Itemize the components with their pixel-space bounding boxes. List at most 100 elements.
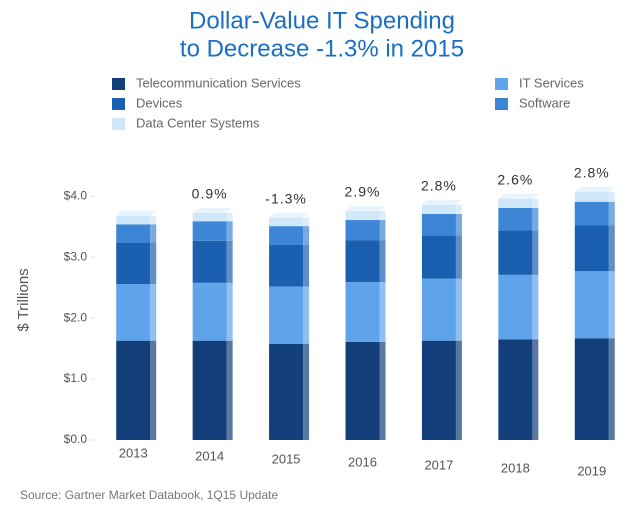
bar-side — [455, 204, 462, 214]
bar-side — [150, 242, 157, 285]
legend-label: Devices — [136, 95, 183, 110]
bar-top — [421, 199, 462, 205]
bar-side — [379, 220, 386, 241]
bar-side — [226, 240, 233, 283]
bar-side — [532, 230, 539, 275]
bar-top — [116, 210, 157, 216]
bar-segment — [116, 224, 151, 243]
bar-side — [303, 217, 310, 227]
legend-label: IT Services — [519, 75, 584, 90]
bar-segment — [269, 343, 304, 440]
bar-segment — [421, 278, 456, 341]
bar-segment — [269, 286, 304, 344]
bar-side — [303, 343, 310, 440]
x-tick-label: 2016 — [348, 454, 377, 469]
bar-side — [150, 284, 157, 341]
bar-segment — [192, 221, 227, 241]
growth-label: -1.3% — [265, 190, 307, 206]
bar-side — [455, 235, 462, 279]
bar-side — [532, 207, 539, 231]
bar-segment — [116, 242, 151, 285]
bar-side — [532, 339, 539, 440]
chart-title: Dollar-Value IT Spending — [189, 7, 455, 34]
bar-side — [532, 198, 539, 208]
bar-side — [150, 215, 157, 225]
y-tick-label: $3.0 — [64, 249, 88, 263]
bar-segment — [192, 240, 227, 283]
bar-segment — [574, 225, 609, 272]
bar-segment — [192, 340, 227, 440]
bar-segment — [498, 198, 533, 208]
x-tick-label: 2018 — [501, 460, 530, 475]
bar-side — [303, 286, 310, 344]
bar-side — [226, 212, 233, 222]
bar-segment — [421, 204, 456, 214]
x-tick-label: 2017 — [424, 457, 453, 472]
bar-top — [498, 193, 539, 199]
bar-top — [192, 207, 233, 213]
bar-segment — [269, 245, 304, 287]
bar-segment — [269, 217, 304, 227]
growth-label: 2.8% — [421, 178, 457, 194]
bar-segment — [192, 282, 227, 341]
x-tick-label: 2019 — [577, 463, 606, 478]
bar-side — [226, 340, 233, 440]
bar-side — [379, 282, 386, 342]
bar-segment — [345, 240, 380, 283]
bar-segment — [345, 282, 380, 342]
bar-top — [269, 212, 310, 218]
bar-side — [455, 278, 462, 341]
legend-label: Software — [519, 95, 570, 110]
growth-label: 2.6% — [497, 171, 533, 187]
bar-side — [303, 226, 310, 246]
legend-label: Telecommunication Services — [136, 75, 301, 90]
bar-side — [150, 224, 157, 243]
bar-side — [150, 340, 157, 440]
bar-side — [455, 340, 462, 440]
legend-swatch — [495, 78, 508, 90]
bar-segment — [421, 340, 456, 440]
bar-side — [379, 240, 386, 283]
legend-swatch — [112, 78, 125, 90]
bar-segment — [498, 207, 533, 231]
bar-side — [608, 192, 615, 202]
bar-side — [608, 271, 615, 339]
y-tick-label: $2.0 — [64, 310, 88, 324]
growth-label: 2.8% — [574, 165, 610, 181]
y-tick-label: $1.0 — [64, 371, 88, 385]
bar-segment — [574, 201, 609, 226]
legend-label: Data Center Systems — [136, 115, 260, 130]
bar-segment — [421, 235, 456, 279]
y-tick-label: $0.0 — [64, 432, 88, 446]
y-axis-label: $ Trillions — [15, 268, 32, 331]
bar-side — [379, 341, 386, 440]
bar-side — [226, 221, 233, 241]
bar-side — [608, 338, 615, 440]
bar-segment — [345, 341, 380, 440]
y-tick-label: $4.0 — [64, 188, 88, 202]
bar-segment — [498, 274, 533, 340]
bar-segment — [498, 339, 533, 440]
bar-segment — [116, 215, 151, 225]
legend-swatch — [495, 98, 508, 110]
bar-side — [455, 213, 462, 236]
bar-segment — [574, 271, 609, 339]
bar-side — [303, 245, 310, 287]
x-tick-label: 2015 — [272, 451, 301, 466]
x-tick-label: 2014 — [195, 448, 224, 463]
bar-segment — [574, 338, 609, 440]
bar-segment — [116, 340, 151, 440]
bar-side — [226, 282, 233, 341]
bar-top — [345, 205, 386, 211]
bar-side — [379, 210, 386, 221]
bar-segment — [498, 230, 533, 275]
bar-segment — [345, 220, 380, 241]
bar-side — [532, 274, 539, 340]
bar-segment — [574, 192, 609, 202]
bar-top — [574, 187, 615, 193]
bar-segment — [192, 212, 227, 222]
x-tick-label: 2013 — [119, 445, 148, 460]
bar-segment — [269, 226, 304, 246]
bar-segment — [116, 284, 151, 341]
